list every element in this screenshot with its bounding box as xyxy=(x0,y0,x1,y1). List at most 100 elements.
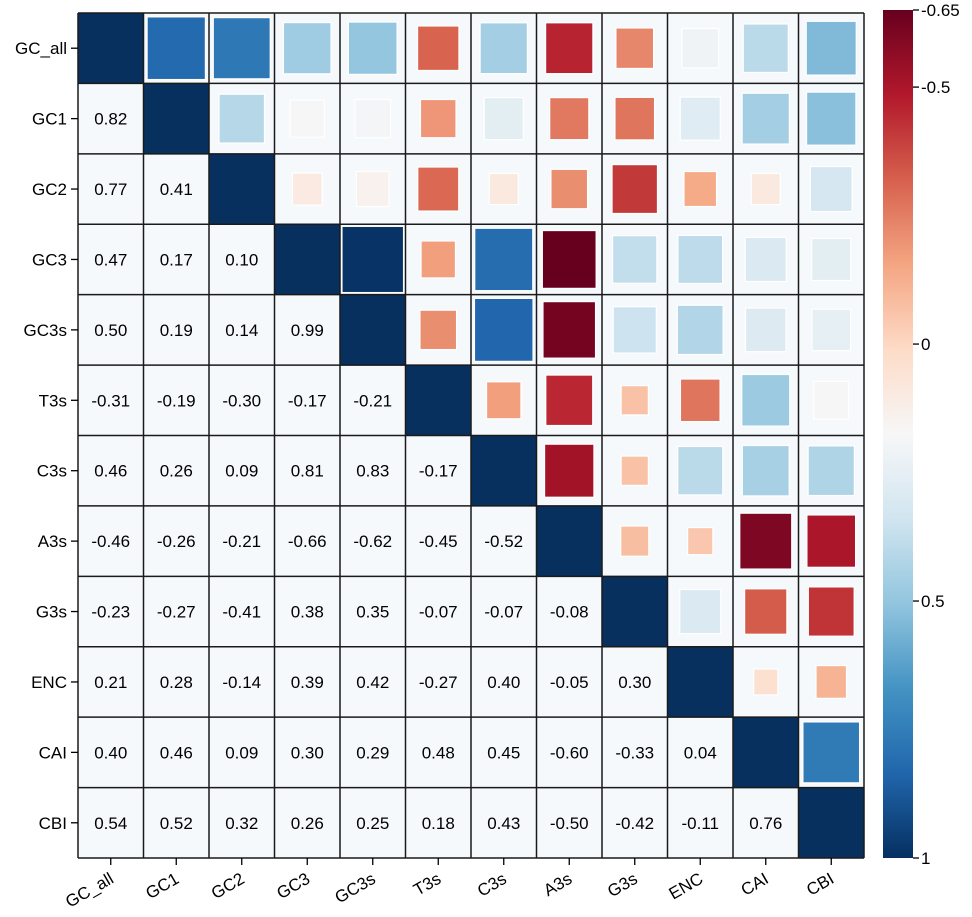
correlation-square xyxy=(543,443,595,498)
cell-background xyxy=(209,787,275,858)
correlation-square xyxy=(805,91,857,146)
cell-background xyxy=(78,717,144,788)
cell-value-label: 0.17 xyxy=(160,250,193,269)
correlation-square xyxy=(802,721,861,784)
correlation-square xyxy=(485,381,522,420)
correlation-square xyxy=(809,165,853,213)
cell-background xyxy=(536,787,602,858)
diagonal-cell xyxy=(405,365,471,436)
cell-background xyxy=(405,576,471,647)
cell-background xyxy=(667,717,733,788)
correlation-square xyxy=(676,304,724,356)
cell-background xyxy=(78,83,144,154)
correlation-square xyxy=(542,301,597,359)
y-tick-label: GC2 xyxy=(32,180,67,199)
correlation-square xyxy=(347,21,398,75)
cell-background xyxy=(209,294,275,366)
correlation-square xyxy=(612,306,657,354)
cell-value-label: -0.50 xyxy=(550,814,589,833)
cell-background xyxy=(143,365,209,436)
cell-background xyxy=(274,294,340,366)
cell-value-label: -0.11 xyxy=(682,814,720,833)
y-tick-label: G3s xyxy=(36,603,67,622)
cell-value-label: 0.41 xyxy=(160,180,193,199)
correlation-square xyxy=(679,588,722,635)
cell-value-label: -0.33 xyxy=(615,743,654,762)
correlation-square xyxy=(545,374,594,427)
correlation-square xyxy=(741,92,790,145)
colorbar: -0.65 -0.5 0 0.5 1 xyxy=(883,1,960,868)
cell-value-label: -0.30 xyxy=(222,391,261,410)
cell-value-label: 0.77 xyxy=(94,180,127,199)
grid-lines xyxy=(77,12,865,859)
correlation-square xyxy=(744,307,787,353)
y-tick-label: GC1 xyxy=(32,110,67,129)
cell-background xyxy=(274,787,340,858)
cell-background xyxy=(471,787,537,858)
correlation-square xyxy=(419,309,458,351)
cell-background xyxy=(471,505,537,577)
correlation-square xyxy=(741,373,791,427)
cell-value-label: 0.14 xyxy=(225,321,258,340)
x-tick-label: GC3 xyxy=(273,869,313,903)
correlation-square xyxy=(620,525,650,557)
cell-value-label: 0.26 xyxy=(291,814,324,833)
correlation-square xyxy=(355,170,390,208)
correlation-square xyxy=(612,235,658,284)
colorbar-tick-label: 1 xyxy=(921,849,930,868)
cell-value-label: -0.45 xyxy=(419,532,458,551)
cell-background xyxy=(536,646,602,718)
cell-value-label: 0.26 xyxy=(160,462,193,481)
cell-background xyxy=(78,505,144,577)
cell-value-label: 0.99 xyxy=(291,321,324,340)
x-tick-label: CBI xyxy=(803,869,837,900)
correlation-square xyxy=(683,170,718,208)
cell-value-label: 0.19 xyxy=(160,321,193,340)
diagonal-cell xyxy=(733,717,799,788)
correlation-square xyxy=(614,96,656,141)
x-tick-label: GC_all xyxy=(62,869,117,911)
cell-background xyxy=(274,505,340,577)
cell-value-label: -0.19 xyxy=(157,391,196,410)
cell-background xyxy=(78,435,144,506)
cell-value-label: -0.62 xyxy=(353,532,392,551)
cell-value-label: -0.07 xyxy=(484,603,523,622)
cell-background xyxy=(143,505,209,577)
correlation-square xyxy=(811,308,852,352)
cell-background xyxy=(340,646,406,718)
cell-value-label: -0.17 xyxy=(419,462,458,481)
cell-background xyxy=(536,717,602,788)
correlation-square xyxy=(291,172,323,206)
cell-background xyxy=(209,646,275,718)
cell-background xyxy=(471,646,537,718)
x-tick-label: CAI xyxy=(738,869,772,900)
correlation-square xyxy=(419,98,457,139)
cell-background xyxy=(405,435,471,506)
cell-value-label: 0.28 xyxy=(160,673,193,692)
cell-value-label: -0.42 xyxy=(615,814,654,833)
cell-background xyxy=(143,435,209,506)
cell-value-label: 0.40 xyxy=(94,743,127,762)
cell-value-label: -0.17 xyxy=(288,391,327,410)
correlation-square xyxy=(483,96,524,141)
correlation-square xyxy=(473,297,534,362)
y-tick-label: GC3 xyxy=(32,250,67,269)
x-tick-label: A3s xyxy=(540,869,575,900)
cell-background xyxy=(405,717,471,788)
cell-background xyxy=(78,153,144,225)
correlation-square xyxy=(750,172,781,206)
y-tick-label: GC3s xyxy=(24,321,67,340)
correlation-square xyxy=(811,237,852,282)
cell-value-label: 0.82 xyxy=(94,110,127,129)
cell-value-label: 0.04 xyxy=(684,743,717,762)
correlation-square xyxy=(218,93,266,144)
cell-value-label: -0.66 xyxy=(288,532,327,551)
cell-background xyxy=(209,435,275,506)
cell-value-label: 0.09 xyxy=(225,462,258,481)
cell-value-label: 0.39 xyxy=(291,673,324,692)
diagonal-cell xyxy=(143,83,209,154)
cell-value-label: -0.26 xyxy=(157,532,196,551)
x-tick-label: GC1 xyxy=(142,869,182,903)
correlation-square xyxy=(541,229,597,289)
x-tick-label: ENC xyxy=(666,869,707,903)
